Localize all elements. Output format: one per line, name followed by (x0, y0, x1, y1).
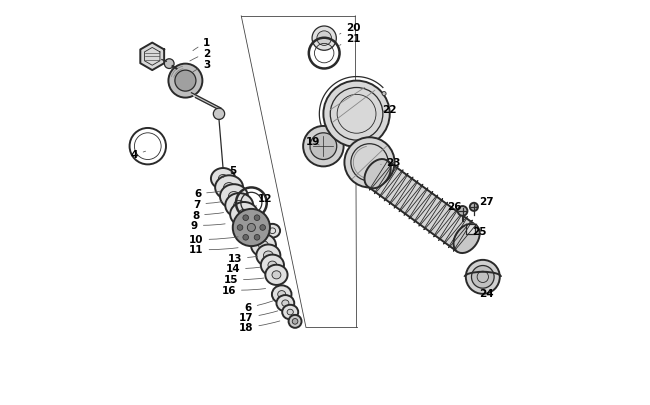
Circle shape (213, 109, 225, 120)
Text: 20: 20 (339, 23, 361, 35)
Circle shape (233, 209, 270, 247)
Ellipse shape (226, 194, 254, 218)
Text: 10: 10 (189, 234, 238, 245)
Ellipse shape (228, 192, 240, 202)
Circle shape (243, 235, 248, 241)
Circle shape (254, 215, 260, 221)
Ellipse shape (230, 202, 258, 227)
Ellipse shape (224, 183, 235, 193)
Text: 14: 14 (226, 264, 261, 274)
Circle shape (254, 235, 260, 241)
Text: 24: 24 (480, 288, 494, 298)
Text: 27: 27 (476, 197, 494, 208)
Text: 4: 4 (131, 150, 146, 160)
Ellipse shape (233, 201, 245, 211)
Circle shape (312, 27, 336, 51)
Text: 18: 18 (239, 321, 280, 333)
Text: 17: 17 (239, 311, 278, 322)
Ellipse shape (218, 175, 227, 183)
Text: 6: 6 (244, 301, 273, 312)
Text: 13: 13 (227, 253, 257, 263)
Ellipse shape (251, 234, 276, 257)
Text: 26: 26 (447, 202, 462, 211)
Circle shape (289, 315, 302, 328)
Ellipse shape (239, 210, 250, 220)
Circle shape (382, 92, 386, 96)
Ellipse shape (263, 252, 273, 260)
Ellipse shape (282, 300, 289, 307)
Ellipse shape (287, 309, 293, 315)
Circle shape (247, 224, 255, 232)
Text: 7: 7 (193, 199, 222, 209)
Text: 12: 12 (256, 194, 272, 207)
Ellipse shape (282, 305, 298, 320)
Polygon shape (466, 225, 474, 235)
Circle shape (466, 260, 500, 294)
Text: 3: 3 (193, 60, 211, 72)
Ellipse shape (454, 224, 480, 254)
Circle shape (310, 134, 337, 160)
Text: 5: 5 (223, 166, 237, 178)
Ellipse shape (211, 168, 235, 190)
Ellipse shape (268, 262, 277, 269)
Circle shape (471, 266, 494, 288)
Text: 23: 23 (381, 157, 401, 167)
Text: 16: 16 (222, 285, 266, 295)
Circle shape (175, 71, 196, 92)
Circle shape (237, 225, 243, 231)
Ellipse shape (272, 286, 291, 303)
Circle shape (164, 60, 174, 69)
Text: 19: 19 (306, 137, 320, 147)
Text: 8: 8 (192, 210, 224, 220)
Circle shape (292, 319, 298, 324)
Text: 21: 21 (339, 34, 361, 46)
Circle shape (344, 138, 395, 188)
Ellipse shape (261, 255, 284, 276)
Circle shape (324, 81, 390, 147)
Ellipse shape (220, 185, 248, 209)
Ellipse shape (278, 291, 286, 298)
Circle shape (458, 207, 467, 216)
Text: 11: 11 (189, 245, 238, 255)
Ellipse shape (259, 241, 268, 250)
Text: 1: 1 (193, 38, 211, 51)
Text: 25: 25 (473, 226, 487, 237)
Ellipse shape (215, 176, 243, 200)
Ellipse shape (272, 271, 281, 279)
Polygon shape (140, 43, 164, 71)
Polygon shape (368, 161, 476, 252)
Text: 2: 2 (190, 49, 211, 62)
Text: 6: 6 (194, 189, 220, 198)
Ellipse shape (276, 295, 294, 311)
Polygon shape (192, 94, 224, 113)
Circle shape (168, 64, 202, 98)
Text: 9: 9 (190, 220, 225, 230)
Circle shape (470, 203, 478, 211)
Text: 15: 15 (224, 275, 264, 285)
Circle shape (260, 225, 265, 231)
Ellipse shape (265, 265, 287, 285)
Circle shape (243, 215, 248, 221)
Circle shape (317, 32, 332, 46)
Ellipse shape (256, 245, 280, 266)
Ellipse shape (365, 160, 391, 189)
Text: 22: 22 (382, 104, 396, 115)
Circle shape (303, 127, 344, 167)
Ellipse shape (265, 224, 280, 238)
